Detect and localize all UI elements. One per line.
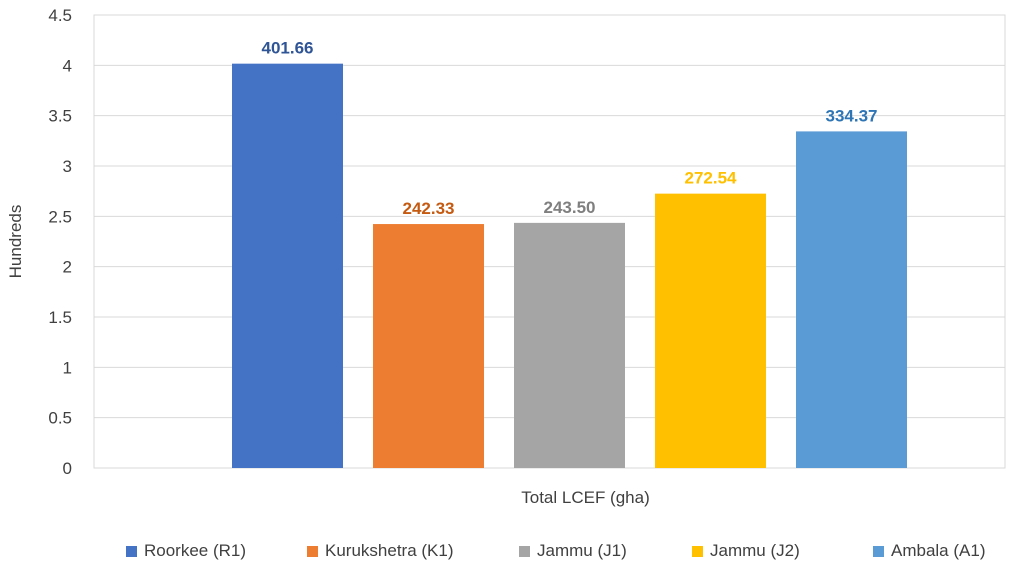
y-tick-label: 2 — [63, 258, 72, 277]
y-axis-title: Hundreds — [6, 205, 25, 279]
bar — [796, 131, 907, 468]
bar — [373, 224, 484, 468]
y-tick-label: 0 — [63, 459, 72, 478]
y-tick-label: 4 — [63, 56, 72, 75]
y-tick-label: 1 — [63, 358, 72, 377]
data-label: 272.54 — [685, 169, 738, 188]
data-label: 401.66 — [262, 39, 314, 58]
data-label: 243.50 — [544, 198, 596, 217]
bar — [232, 63, 343, 469]
bar — [514, 222, 625, 468]
legend-label: Ambala (A1) — [891, 541, 985, 560]
legend-swatch — [307, 546, 318, 557]
data-label: 242.33 — [403, 199, 455, 218]
data-label: 334.37 — [826, 106, 878, 125]
legend-swatch — [692, 546, 703, 557]
legend-label: Roorkee (R1) — [144, 541, 246, 560]
legend-label: Kurukshetra (K1) — [325, 541, 454, 560]
x-axis-title: Total LCEF (gha) — [521, 488, 650, 507]
legend-label: Jammu (J1) — [537, 541, 627, 560]
legend: Roorkee (R1) Kurukshetra (K1) Jammu (J1) Ja… — [126, 541, 985, 560]
y-tick-label: 3.5 — [48, 107, 72, 126]
axis-layer: 0 0.5 1 1.5 2 2.5 3 3.5 4 4.5 — [48, 6, 72, 478]
legend-swatch — [126, 546, 137, 557]
bar-layer — [232, 63, 907, 469]
label-layer: 401.66 242.33 243.50 272.54 334.37 — [262, 39, 878, 218]
y-tick-label: 0.5 — [48, 409, 72, 428]
legend-swatch — [873, 546, 884, 557]
y-tick-label: 4.5 — [48, 6, 72, 25]
legend-swatch — [519, 546, 530, 557]
y-tick-label: 3 — [63, 157, 72, 176]
y-tick-label: 2.5 — [48, 207, 72, 226]
y-tick-label: 1.5 — [48, 308, 72, 327]
legend-label: Jammu (J2) — [710, 541, 800, 560]
bar — [655, 193, 766, 468]
